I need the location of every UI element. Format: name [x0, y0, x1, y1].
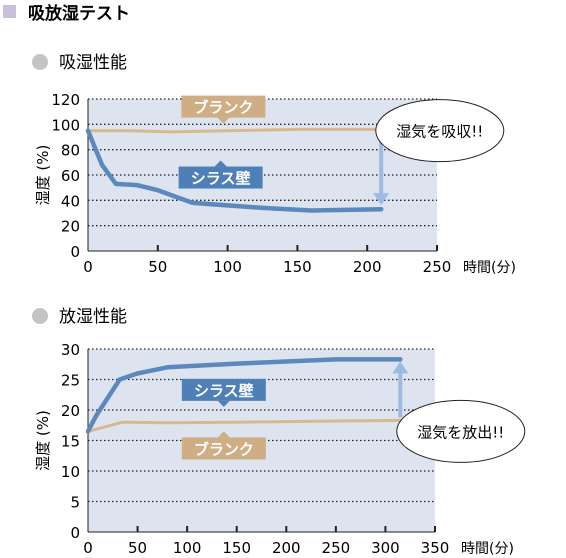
x-axis-label: 時間(分): [461, 541, 514, 557]
x-tick-label: 150: [283, 258, 312, 276]
callout-text: 湿気を吸収!!: [396, 123, 483, 141]
x-tick-label: 350: [421, 539, 450, 557]
series-label-box: [181, 437, 266, 460]
series-label: シラス壁: [191, 170, 251, 188]
series-label: シラス壁: [194, 382, 254, 400]
absorption-chart: 吸湿性能 0 20 40 60 80 100 120 0 50 100 150 200 250 時間(分) 湿…: [32, 53, 516, 276]
x-tick-label: 50: [128, 539, 147, 557]
callout-tail-cover: [404, 428, 421, 447]
y-tick-label: 20: [61, 218, 80, 236]
y-tick-label: 80: [61, 142, 80, 160]
series-line-1: [85, 357, 403, 434]
y-tick-label: 5: [70, 494, 80, 512]
y-tick-label: 40: [61, 192, 80, 210]
y-tick-label: 0: [70, 243, 80, 261]
series-line-0: [86, 418, 402, 433]
y-tick-label: 120: [51, 91, 80, 109]
x-tick-label: 150: [222, 539, 251, 557]
series-label-box: [178, 166, 263, 189]
y-axis-label: 湿度 (%): [34, 410, 52, 471]
series-label-pointer: [217, 400, 230, 407]
title-bullet: [3, 5, 16, 18]
callout-text: 湿気を放出!!: [417, 423, 504, 441]
series-label: ブランク: [193, 99, 253, 117]
callout-tail-cover: [383, 127, 400, 146]
y-tick-label: 20: [61, 402, 80, 420]
difference-arrow-head: [392, 361, 409, 374]
x-tick-label: 0: [83, 539, 93, 557]
series-label-pointer: [214, 160, 227, 167]
y-tick-label: 0: [70, 524, 80, 542]
x-tick-label: 200: [272, 539, 301, 557]
page-title: 吸放湿テスト: [28, 3, 130, 24]
series-label-box: [181, 378, 266, 401]
x-tick-label: 100: [213, 258, 242, 276]
x-axis-label: 時間(分): [463, 260, 516, 276]
section-dot: [32, 308, 48, 324]
x-tick-label: 250: [423, 258, 452, 276]
chart-title: 吸湿性能: [59, 53, 127, 73]
callout-bubble: [396, 399, 526, 463]
series-label-box: [181, 95, 266, 118]
y-axis-label: 湿度 (%): [34, 145, 52, 206]
x-tick-label: 300: [371, 539, 400, 557]
y-tick-label: 100: [51, 116, 80, 134]
callout-bubble: [375, 99, 505, 163]
x-tick-label: 100: [173, 539, 202, 557]
y-tick-label: 10: [61, 463, 80, 481]
difference-arrow-head: [373, 193, 390, 206]
x-tick-label: 0: [83, 258, 93, 276]
y-tick-label: 60: [61, 167, 80, 185]
series-label: ブランク: [194, 440, 254, 458]
y-tick-label: 15: [61, 433, 80, 451]
y-tick-label: 25: [61, 372, 80, 390]
section-dot: [32, 54, 48, 70]
x-tick-label: 200: [353, 258, 382, 276]
x-tick-label: 250: [322, 539, 351, 557]
series-label-pointer: [217, 431, 230, 438]
y-tick-label: 30: [61, 341, 80, 359]
series-line-1: [85, 128, 384, 213]
series-line-0: [86, 127, 383, 134]
series-label-pointer: [217, 117, 230, 124]
chart-title: 放湿性能: [59, 307, 127, 327]
x-tick-label: 50: [148, 258, 167, 276]
